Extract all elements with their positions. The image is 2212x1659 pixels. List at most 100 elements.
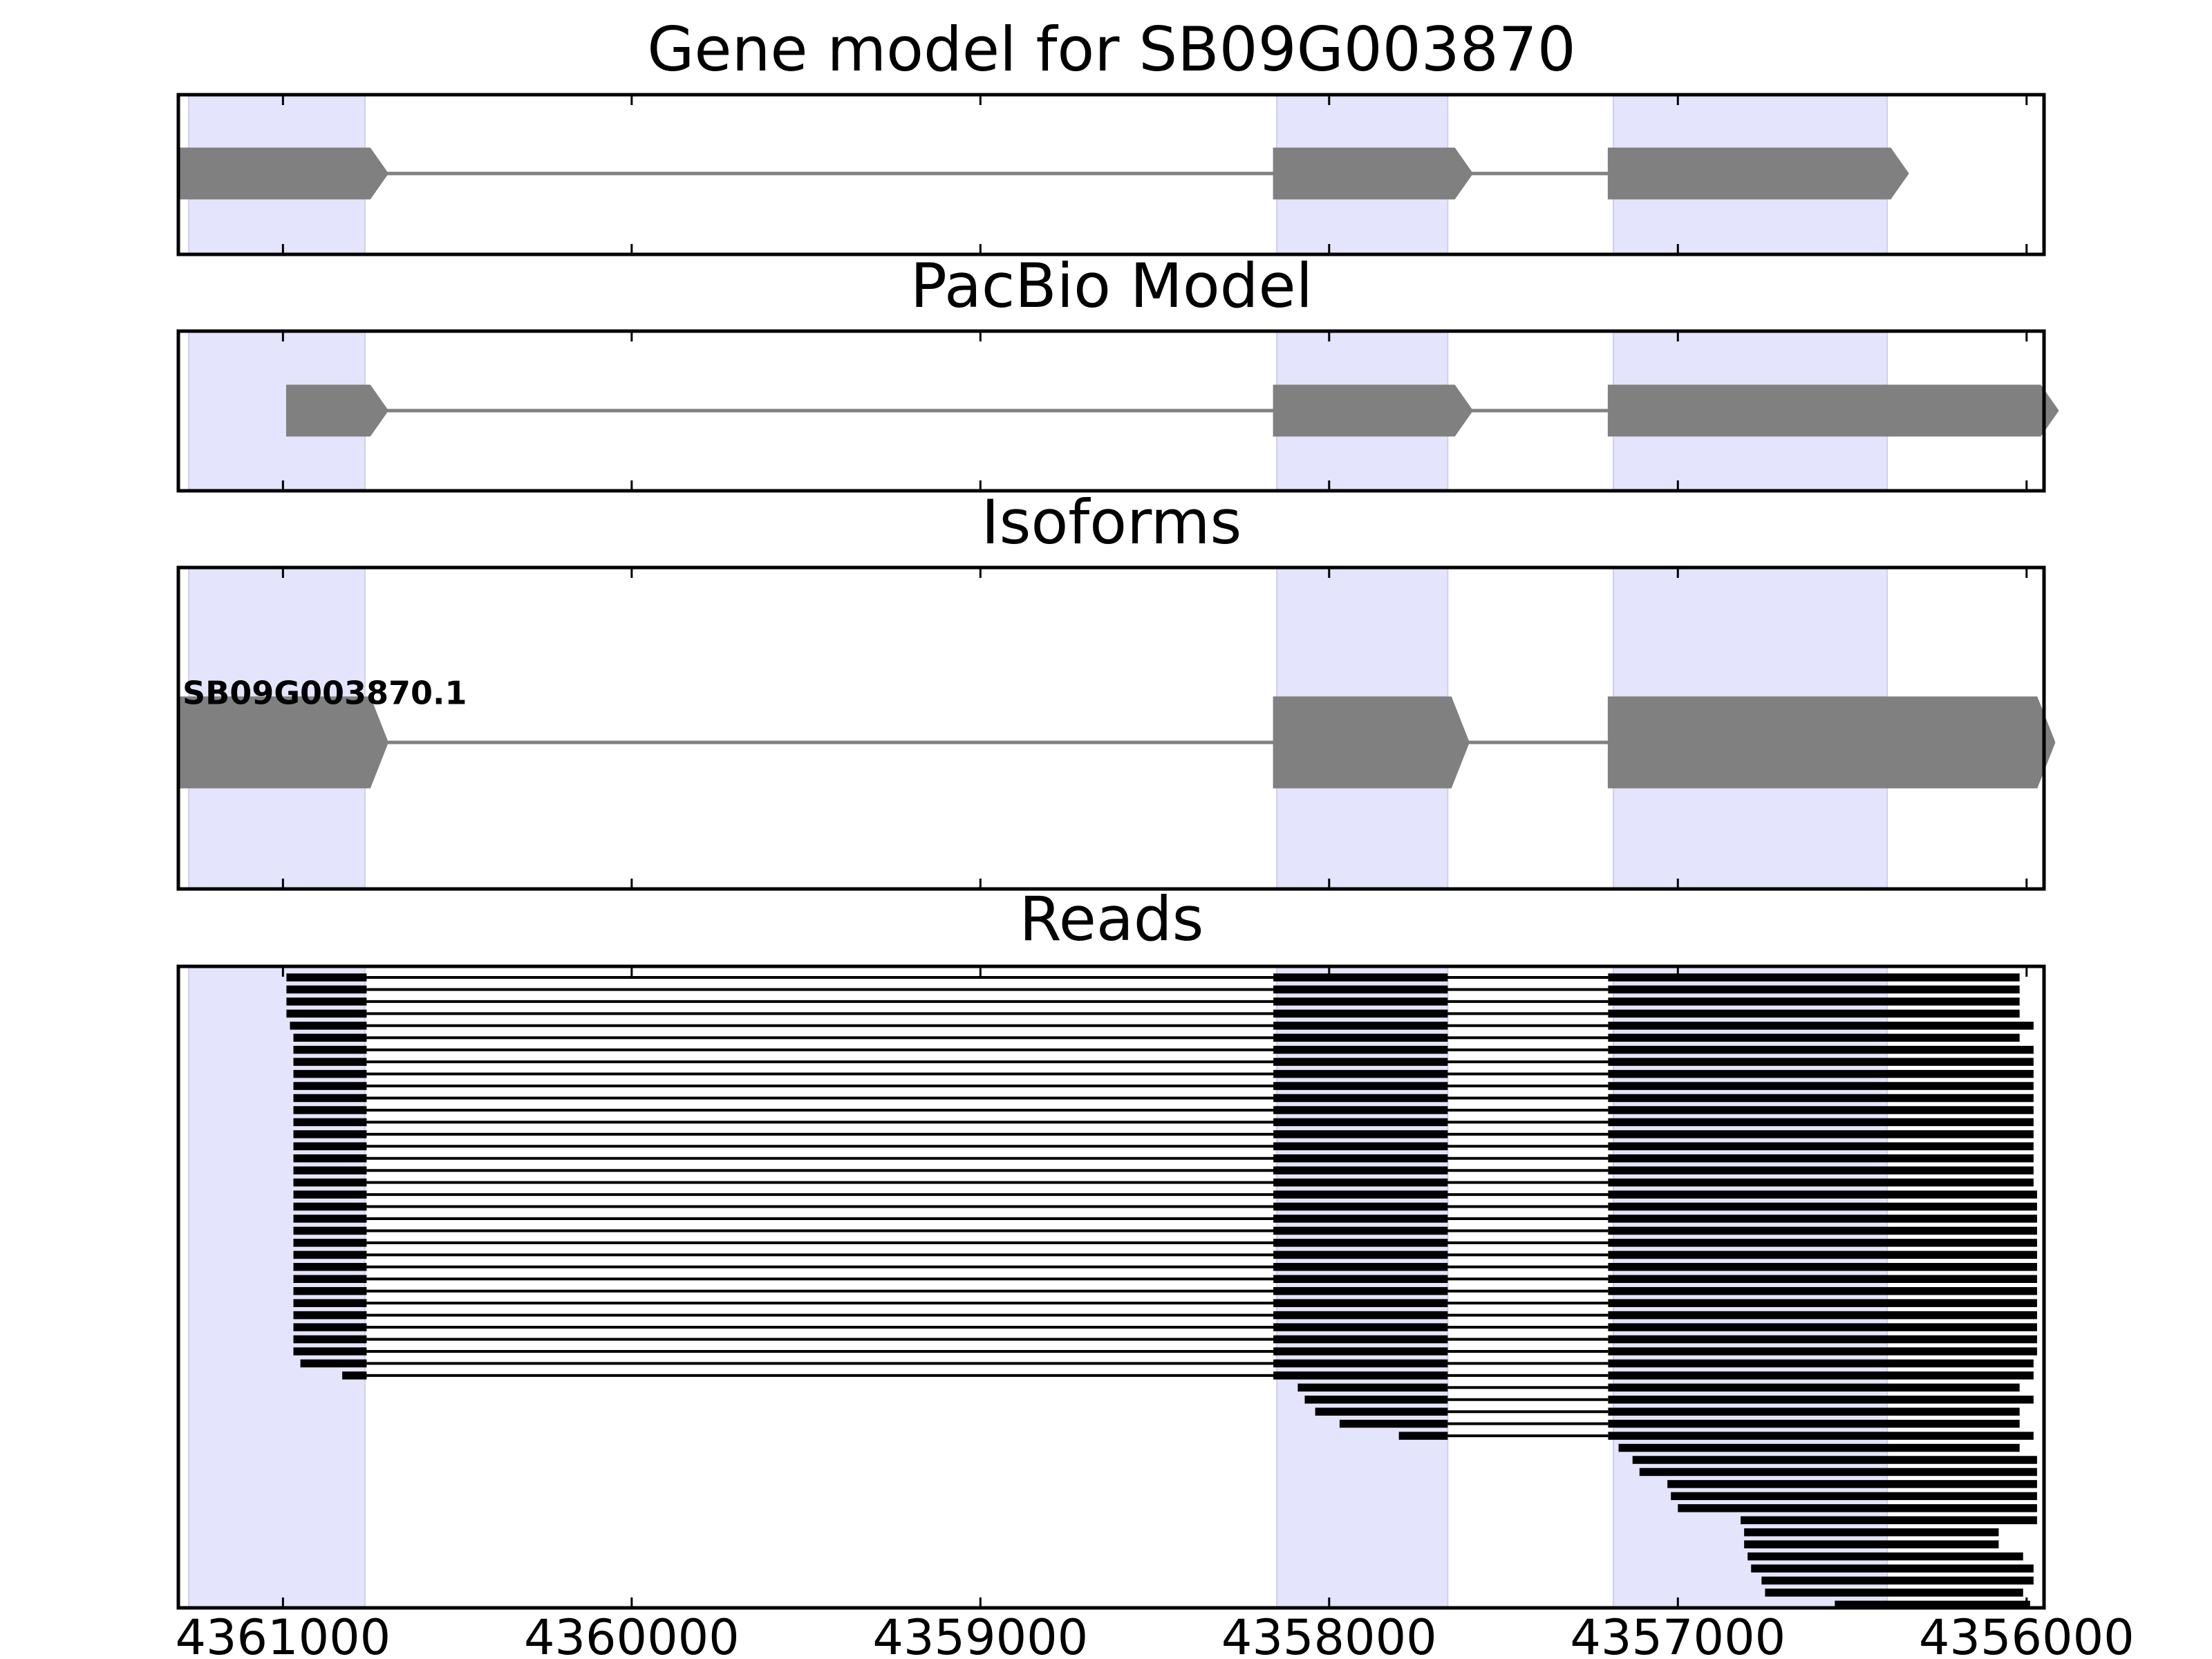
read-segment	[1744, 1528, 1999, 1537]
x-tick-label: 4357000	[1570, 1609, 1785, 1659]
read-segment	[1608, 1142, 2034, 1151]
read-segment	[1608, 1190, 2037, 1199]
read-segment	[1273, 1033, 1448, 1042]
read-segment	[1608, 1215, 2037, 1223]
x-tick-labels: 4361000 4360000 4359000 4358000 4357000 43560…	[175, 1609, 2134, 1659]
read-row	[293, 1178, 2034, 1187]
read-row	[293, 1347, 2037, 1356]
read-segment	[1608, 1118, 2034, 1127]
read-row	[293, 1118, 2034, 1127]
read-segment	[286, 973, 367, 982]
read-segment	[1765, 1588, 2023, 1597]
read-segment	[1273, 1082, 1448, 1090]
read-segment	[1273, 1215, 1448, 1223]
read-row	[293, 1275, 2037, 1283]
read-row	[1744, 1528, 1999, 1537]
read-segment	[1835, 1600, 2030, 1609]
exon-block	[1607, 384, 2059, 437]
read-segment	[1608, 1432, 2034, 1440]
read-segment	[286, 985, 367, 994]
read-segment	[1273, 1106, 1448, 1114]
read-segment	[1273, 985, 1448, 994]
panel-3	[176, 964, 2046, 1610]
axes-frame	[176, 329, 2046, 493]
read-segment	[293, 1250, 367, 1259]
read-row	[293, 1239, 2037, 1247]
read-segment	[1608, 1407, 2020, 1416]
panel-2: SB09G003870.1	[176, 565, 2056, 891]
read-segment	[293, 1323, 367, 1331]
read-segment	[1273, 1275, 1448, 1283]
read-segment	[293, 1263, 367, 1271]
read-segment	[293, 1118, 367, 1127]
read-segment	[1273, 1058, 1448, 1066]
read-row	[1765, 1588, 2023, 1597]
read-segment	[1608, 1106, 2034, 1114]
read-row	[293, 1058, 2034, 1066]
read-segment	[300, 1359, 367, 1368]
exon-block	[1273, 384, 1474, 437]
read-segment	[293, 1335, 367, 1344]
read-segment	[1273, 973, 1448, 982]
read-segment	[1761, 1576, 2034, 1585]
read-row	[293, 1154, 2034, 1163]
axes-frame	[176, 93, 2046, 256]
read-segment	[1273, 1311, 1448, 1320]
read-segment	[293, 1299, 367, 1307]
axes-frame	[176, 964, 2046, 1610]
read-segment	[1273, 1190, 1448, 1199]
read-segment	[342, 1371, 367, 1380]
read-row	[1304, 1396, 2034, 1404]
read-segment	[1315, 1407, 1448, 1416]
read-segment	[1741, 1516, 2037, 1524]
read-segment	[1273, 1299, 1448, 1307]
read-segment	[1273, 1371, 1448, 1380]
read-row	[293, 1106, 2034, 1114]
read-row	[293, 1033, 2020, 1042]
gene-model-title: Gene model for SB09G003870	[647, 14, 1576, 85]
read-row	[290, 1022, 2034, 1030]
read-segment	[1297, 1383, 1448, 1392]
read-segment	[1273, 1154, 1448, 1163]
read-segment	[1608, 1069, 2034, 1078]
read-row	[342, 1371, 2034, 1380]
read-segment	[1608, 1250, 2037, 1259]
read-segment	[293, 1045, 367, 1054]
panels-layer: SB09G003870.1	[176, 93, 2059, 1610]
read-segment	[1273, 1239, 1448, 1247]
reads-title: Reads	[1020, 883, 1204, 955]
read-segment	[286, 1009, 367, 1018]
read-segment	[1608, 1286, 2037, 1295]
read-segment	[293, 1069, 367, 1078]
read-row	[286, 985, 2020, 994]
read-segment	[293, 1202, 367, 1211]
read-segment	[293, 1226, 367, 1235]
read-row	[1618, 1443, 2020, 1452]
read-segment	[1273, 1250, 1448, 1259]
read-segment	[293, 1106, 367, 1114]
read-segment	[1273, 1323, 1448, 1331]
read-row	[1761, 1576, 2034, 1585]
read-segment	[1273, 1359, 1448, 1368]
read-row	[293, 1250, 2037, 1259]
read-row	[293, 1286, 2037, 1295]
read-row	[293, 1094, 2034, 1103]
read-segment	[1608, 1178, 2034, 1187]
read-row	[1632, 1456, 2037, 1464]
axes-frame	[176, 565, 2046, 891]
read-row	[1297, 1383, 2020, 1392]
read-segment	[1667, 1480, 2037, 1488]
read-row	[1741, 1516, 2037, 1524]
read-segment	[1273, 1335, 1448, 1344]
read-segment	[1273, 1142, 1448, 1151]
read-segment	[293, 1275, 367, 1283]
read-segment	[1608, 1299, 2037, 1307]
exon-block	[1273, 147, 1474, 200]
x-tick-label: 4361000	[175, 1609, 391, 1659]
read-segment	[1751, 1564, 2034, 1573]
read-row	[293, 1082, 2034, 1090]
read-row	[293, 1323, 2037, 1331]
read-segment	[1747, 1552, 2023, 1561]
read-row	[293, 1335, 2037, 1344]
